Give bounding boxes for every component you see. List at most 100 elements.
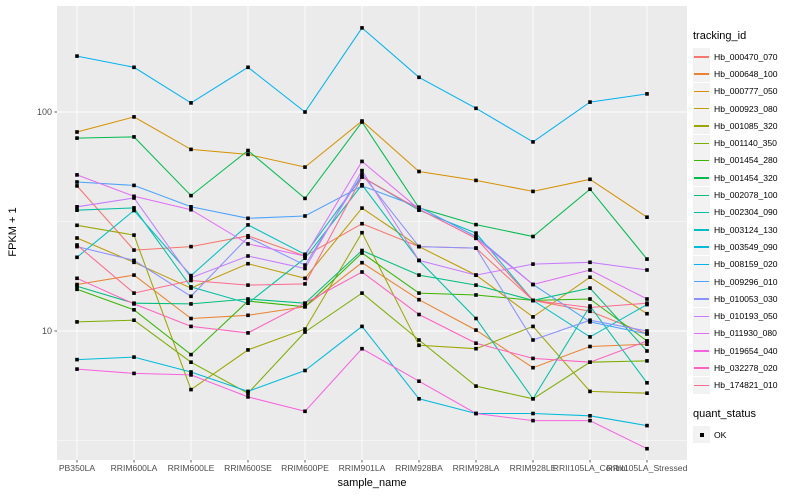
data-point	[75, 243, 79, 247]
data-point	[645, 423, 649, 428]
data-point	[417, 343, 421, 348]
data-point	[474, 222, 478, 227]
data-point	[360, 120, 364, 124]
data-point	[474, 236, 478, 241]
legend-item-label: Hb_000777_050	[714, 86, 778, 97]
data-point	[189, 302, 193, 306]
legend-item: Hb_010193_050	[693, 307, 800, 325]
data-point	[588, 414, 592, 418]
data-point	[189, 387, 193, 392]
legend-item: Hb_009296_010	[693, 273, 800, 290]
legend-item-label: Hb_001140_350	[714, 138, 777, 149]
data-point	[132, 183, 136, 188]
data-point	[132, 318, 136, 322]
data-point	[132, 65, 136, 70]
data-point	[132, 115, 136, 119]
data-point	[132, 260, 136, 265]
legend-item: Hb_011930_080	[693, 324, 800, 342]
data-point	[75, 276, 79, 281]
ok-square-icon	[699, 432, 704, 437]
legend-item: Hb_001454_280	[693, 151, 800, 169]
data-point	[303, 409, 307, 414]
data-point	[588, 305, 592, 310]
data-point	[360, 248, 364, 253]
data-point	[132, 135, 136, 139]
y-tick-labels: 10 100	[37, 107, 52, 336]
data-point	[189, 101, 193, 105]
data-point	[588, 177, 592, 182]
legend-item: Hb_003124_130	[693, 221, 800, 239]
legend-item-label: Hb_032278_020	[714, 362, 778, 373]
data-point	[189, 205, 193, 209]
legend-key	[693, 221, 710, 239]
data-point	[417, 312, 421, 317]
legend-item-label: OK	[714, 429, 727, 440]
data-point	[246, 152, 250, 157]
data-point	[246, 348, 250, 352]
legend-key	[693, 48, 710, 66]
data-point	[132, 302, 136, 306]
data-point	[531, 282, 535, 287]
legend-item-label: Hb_003549_090	[714, 241, 778, 252]
panel-background	[57, 6, 687, 460]
legend-item: Hb_000470_070	[693, 48, 800, 66]
data-point	[531, 140, 535, 144]
legend-item: Hb_032278_020	[693, 359, 800, 377]
data-point	[75, 357, 79, 362]
data-point	[75, 223, 79, 228]
data-point	[588, 275, 592, 279]
legend-item-label: Hb_000923_080	[714, 103, 778, 114]
data-point	[531, 356, 535, 361]
y-axis-title: FPKM + 1	[7, 207, 19, 257]
data-point	[303, 266, 307, 271]
data-point	[303, 305, 307, 309]
legend-title-quant-status: quant_status	[693, 407, 756, 420]
data-point	[75, 136, 79, 140]
data-point	[132, 233, 136, 237]
data-point	[360, 346, 364, 351]
data-point	[132, 308, 136, 312]
legend-key	[693, 65, 710, 83]
data-point	[189, 316, 193, 321]
data-point	[360, 230, 364, 235]
data-point	[189, 278, 193, 283]
data-point	[588, 309, 592, 314]
data-point	[531, 189, 535, 194]
legend-key-line	[694, 350, 709, 352]
legend-item: Hb_010053_030	[693, 290, 800, 308]
data-point	[303, 263, 307, 267]
legend-item-label: Hb_002304_090	[714, 207, 778, 218]
data-point	[588, 318, 592, 322]
data-point	[417, 397, 421, 401]
legend-key	[693, 342, 710, 360]
data-point	[588, 100, 592, 104]
data-point	[303, 214, 307, 218]
data-point	[303, 254, 307, 258]
data-point	[645, 268, 649, 272]
legend-item-label: Hb_011930_080	[714, 328, 777, 339]
data-point	[132, 208, 136, 213]
data-point	[360, 159, 364, 164]
data-point	[360, 184, 364, 188]
legend-item-label: Hb_008159_020	[714, 259, 778, 270]
data-point	[531, 338, 535, 342]
data-point	[246, 254, 250, 258]
data-point	[132, 194, 136, 199]
data-point	[75, 287, 79, 292]
legend-items-tracking-id: Hb_000470_070 Hb_000648_100 Hb_000777_050 H…	[693, 48, 800, 394]
legend-item: Hb_002304_090	[693, 203, 800, 221]
data-point	[303, 327, 307, 331]
legend-title-tracking-id: tracking_id	[693, 30, 747, 42]
data-point	[474, 411, 478, 416]
data-points	[75, 26, 649, 451]
legend-key	[693, 203, 710, 221]
data-point	[132, 248, 136, 252]
legend-item-label: Hb_001085_320	[714, 120, 778, 131]
data-point	[588, 297, 592, 301]
legend-key-line	[694, 384, 709, 387]
legend-key	[693, 273, 710, 290]
legend-key	[693, 82, 710, 100]
data-point	[303, 196, 307, 201]
x-tick-label: RRIM600PE	[281, 463, 329, 473]
legend-key-line	[694, 90, 709, 93]
